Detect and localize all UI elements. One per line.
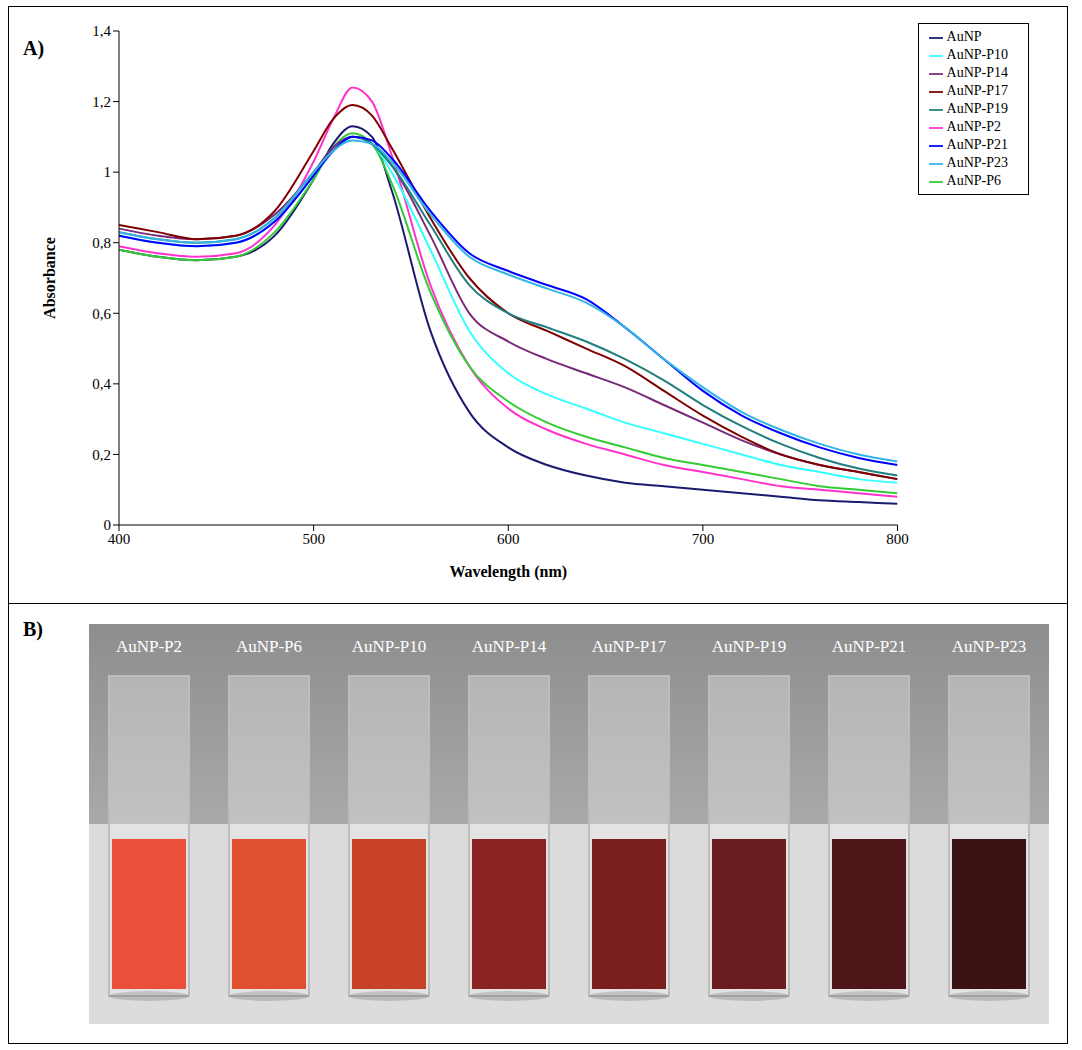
html-text:AuNP-P21: AuNP-P21	[946, 137, 1008, 152]
svg-text:0,6: 0,6	[92, 306, 111, 322]
html-text:AuNP-P17: AuNP-P17	[946, 83, 1008, 98]
svg-text:1,2: 1,2	[92, 94, 111, 110]
svg-text:0: 0	[104, 517, 112, 533]
svg-text:0,2: 0,2	[92, 447, 111, 463]
svg-text:600: 600	[497, 531, 520, 547]
svg-text:1,4: 1,4	[92, 23, 111, 39]
html-text:AuNP-P19: AuNP-P19	[946, 101, 1008, 116]
html-text:AuNP-P6: AuNP-P6	[946, 173, 1001, 188]
svg-text:700: 700	[692, 531, 715, 547]
svg-text:0,8: 0,8	[92, 235, 111, 251]
svg-text:500: 500	[302, 531, 325, 547]
svg-text:Absorbance: Absorbance	[41, 237, 58, 319]
svg-text:AuNP-P10: AuNP-P10	[352, 637, 427, 656]
html-text:AuNP: AuNP	[946, 29, 982, 44]
html-text:AuNP-P10: AuNP-P10	[946, 47, 1008, 62]
svg-text:0,4: 0,4	[92, 376, 111, 392]
svg-text:400: 400	[108, 531, 131, 547]
html-text:B): B)	[23, 618, 43, 640]
svg-text:1: 1	[104, 164, 112, 180]
svg-text:AuNP-P2: AuNP-P2	[116, 637, 182, 656]
svg-text:AuNP-P17: AuNP-P17	[592, 637, 667, 656]
html-text:AuNP-P2: AuNP-P2	[946, 119, 1001, 134]
svg-text:AuNP-P19: AuNP-P19	[712, 637, 787, 656]
html-text:A): A)	[23, 37, 45, 59]
svg-text:AuNP-P6: AuNP-P6	[236, 637, 302, 656]
svg-text:800: 800	[886, 531, 909, 547]
svg-text:Wavelength (nm): Wavelength (nm)	[449, 563, 567, 581]
svg-text:AuNP-P23: AuNP-P23	[952, 637, 1027, 656]
html-text:AuNP-P23: AuNP-P23	[946, 155, 1008, 170]
html-text:AuNP-P14: AuNP-P14	[946, 65, 1008, 80]
svg-text:AuNP-P14: AuNP-P14	[472, 637, 547, 656]
svg-text:AuNP-P21: AuNP-P21	[832, 637, 907, 656]
